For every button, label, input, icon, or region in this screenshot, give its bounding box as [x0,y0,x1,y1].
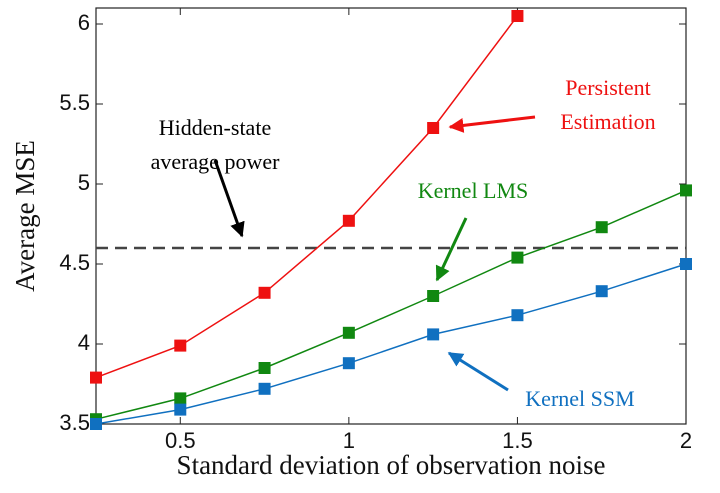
annotation: Kernel SSM [525,386,634,411]
series-line [95,263,687,425]
annotation: Persistent [565,75,651,100]
annotation: Estimation [560,109,655,134]
y-axis-label: Average MSE [10,140,40,292]
arrow [448,115,536,133]
x-tick-label: 2 [680,428,692,453]
y-tick-label: 5 [78,170,90,195]
marker [258,286,271,299]
marker [680,184,692,197]
marker [511,10,524,22]
y-tick-label: 4 [78,330,90,355]
marker [511,251,524,264]
marker [427,328,440,341]
marker [258,382,271,395]
marker [427,122,440,134]
marker [342,214,355,227]
y-tick-label: 3.5 [59,410,90,435]
marker [258,362,271,374]
x-tick-label: 1.5 [502,428,533,453]
marker [595,221,608,234]
marker [427,290,440,302]
marker [342,326,355,339]
annotation: Hidden-state [159,115,271,140]
plot-area [95,7,687,425]
series-line [95,15,519,379]
marker [174,403,187,416]
marker [595,285,608,298]
marker [174,392,187,405]
y-tick-label: 4.5 [59,250,90,275]
y-tick-label: 5.5 [59,90,90,115]
marker [680,258,692,270]
arrow [435,217,468,282]
marker [342,357,355,370]
annotation: Kernel LMS [418,178,529,203]
marker [90,418,102,430]
marker [511,309,524,322]
x-tick-label: 1 [343,428,355,453]
marker [90,371,102,384]
x-axis-label: Standard deviation of observation noise [177,450,606,480]
arrow [213,159,245,238]
x-tick-label: 0.5 [165,428,196,453]
series-line [95,189,687,420]
y-tick-label: 6 [78,10,90,35]
arrow [447,351,509,392]
annotation: average power [151,149,281,174]
marker [174,339,187,352]
